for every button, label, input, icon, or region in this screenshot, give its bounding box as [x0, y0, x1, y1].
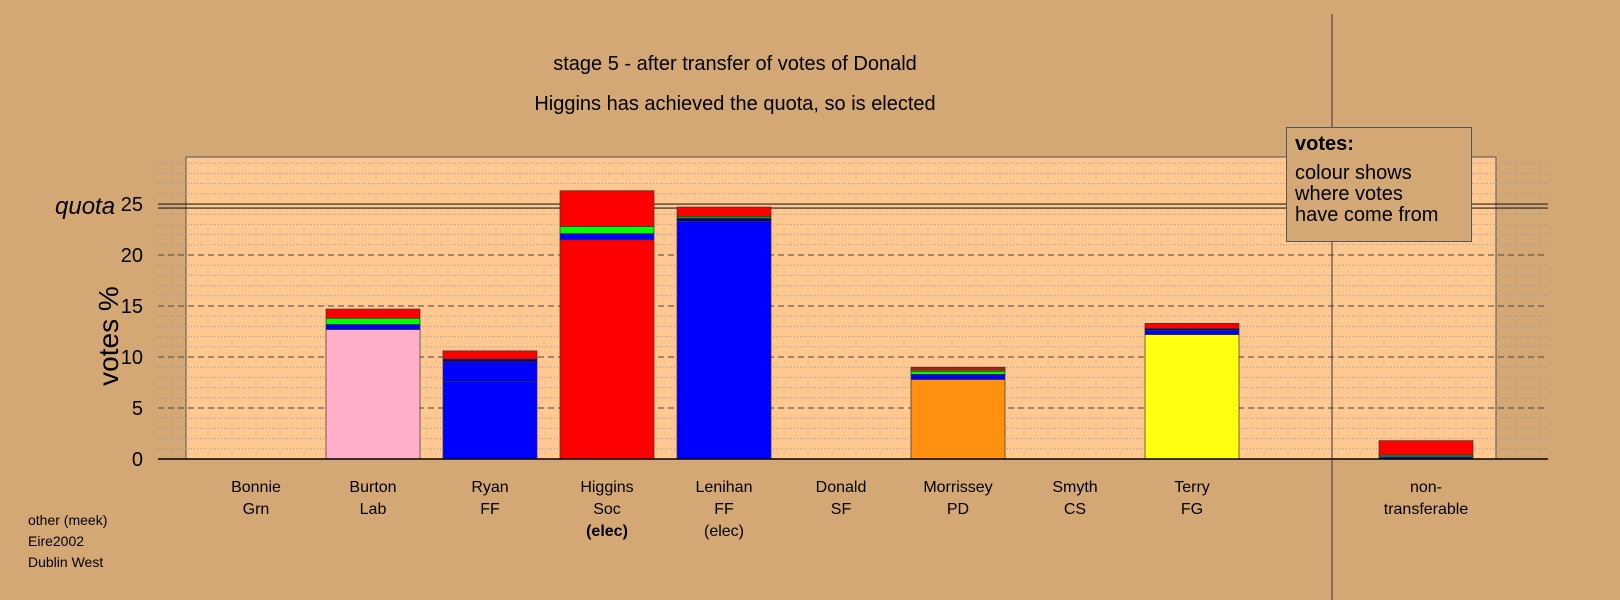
candidate-party: FG: [1180, 501, 1204, 518]
bar-segment: [676, 217, 772, 222]
bar-segment: [910, 366, 1006, 370]
candidate-label: Higgins Soc (elec): [537, 477, 677, 543]
candidate-party: transferable: [1383, 501, 1469, 518]
legend-line: have come from: [1295, 204, 1439, 226]
legend: votes: colour shows where votes have com…: [1286, 127, 1472, 242]
bar-segment: [1144, 334, 1240, 460]
quota-label: quota: [55, 193, 116, 220]
bar-segment: [442, 381, 538, 460]
candidate-label: Bonnie Grn: [186, 477, 326, 521]
candidate-label: Morrissey PD: [888, 477, 1028, 521]
candidate-label: Burton Lab: [303, 477, 443, 521]
bar-segment: [442, 350, 538, 360]
bar-segment: [325, 324, 421, 330]
bar-segment: [325, 329, 421, 460]
legend-line: colour shows: [1295, 162, 1412, 184]
chart-title: stage 5 - after transfer of votes of Don…: [553, 53, 917, 75]
bar-segment: [442, 361, 538, 382]
candidate-label: non-transferable: [1356, 477, 1496, 521]
bar-segment: [676, 220, 772, 460]
candidate-name: Higgins: [580, 479, 634, 496]
candidate-status: (elec): [586, 523, 628, 540]
footer-constituency: Dublin West: [28, 554, 104, 570]
bar-segment: [910, 373, 1006, 380]
bar-segment: [442, 358, 538, 363]
candidate-name: Donald: [815, 479, 867, 496]
bar-segment: [559, 239, 655, 460]
candidate-name: Smyth: [1052, 479, 1098, 496]
candidate-party: SF: [830, 501, 852, 518]
bar-segment: [325, 308, 421, 319]
candidate-name: Bonnie: [231, 479, 281, 496]
bar-segment: [325, 317, 421, 325]
candidate-label: Lenihan FF (elec): [654, 477, 794, 543]
candidate-label: Ryan FF: [420, 477, 560, 521]
footer-method: other (meek): [28, 512, 108, 528]
candidate-label: Donald SF: [771, 477, 911, 521]
y-tick-label: 15: [121, 296, 143, 318]
candidate-party: Lab: [359, 501, 387, 518]
bar-segment: [676, 206, 772, 217]
candidate-name: Ryan: [471, 479, 509, 496]
candidate-name: non-: [1409, 479, 1443, 496]
candidate-party: PD: [946, 501, 970, 518]
footer-election: Eire2002: [28, 533, 85, 549]
y-tick-label: 20: [121, 245, 143, 267]
bar-segment: [910, 370, 1006, 375]
candidate-party: Grn: [242, 501, 270, 518]
y-tick-label: 10: [121, 347, 143, 369]
y-axis-label: votes %: [93, 286, 124, 386]
y-tick-label: 0: [132, 449, 143, 471]
candidate-status: (elec): [703, 523, 744, 540]
bar-segment: [559, 190, 655, 227]
candidate-party: Soc: [593, 501, 621, 518]
bar-segment: [559, 233, 655, 241]
candidate-name: Terry: [1174, 479, 1210, 496]
bar-segment: [1144, 330, 1240, 335]
candidate-name: Lenihan: [695, 479, 753, 496]
bar-segment: [559, 226, 655, 234]
candidate-name: Morrissey: [923, 479, 993, 496]
candidate-party: CS: [1063, 501, 1087, 518]
candidate-name: Burton: [349, 479, 397, 496]
y-tick-label: 5: [132, 398, 143, 420]
bar-segment: [1144, 322, 1240, 329]
candidate-label: Terry FG: [1122, 477, 1262, 521]
legend-title: votes:: [1295, 133, 1354, 155]
chart-subtitle: Higgins has achieved the quota, so is el…: [534, 93, 936, 115]
candidate-label: Smyth CS: [1005, 477, 1145, 521]
candidate-party: FF: [714, 501, 734, 518]
legend-line: where votes: [1295, 183, 1403, 205]
bar-segment: [910, 379, 1006, 460]
y-tick-label: 25: [121, 194, 143, 216]
candidate-party: FF: [480, 501, 500, 518]
bar-segment: [1378, 440, 1474, 456]
